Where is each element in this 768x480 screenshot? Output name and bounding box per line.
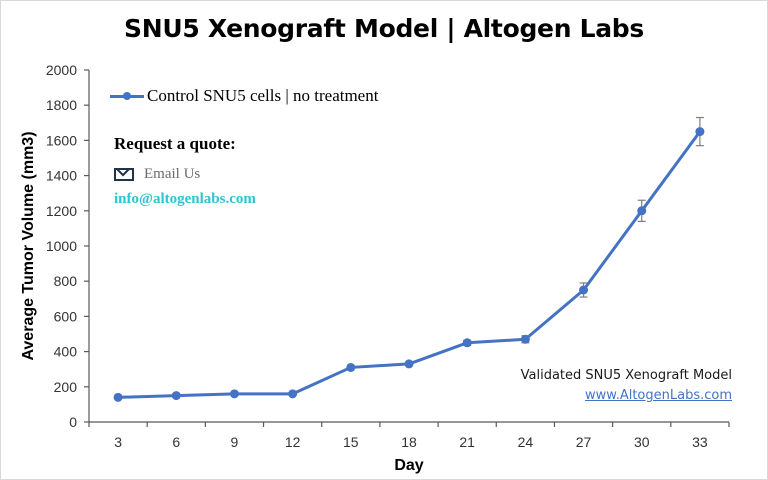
x-tick-label: 27	[576, 434, 592, 450]
data-point	[637, 206, 647, 216]
y-tick-label: 600	[54, 308, 78, 324]
validated-model-text: Validated SNU5 Xenograft Model	[520, 368, 732, 383]
x-tick-label: 24	[518, 434, 534, 450]
email-us-link[interactable]: Email Us	[114, 166, 200, 183]
website-link[interactable]: www.AltogenLabs.com	[584, 388, 732, 403]
data-point	[695, 127, 705, 137]
chart-title: SNU5 Xenograft Model | Altogen Labs	[124, 14, 644, 43]
x-tick-label: 21	[459, 434, 475, 450]
x-tick-label: 33	[692, 434, 708, 450]
y-tick-label: 0	[69, 414, 77, 430]
data-point	[579, 285, 589, 295]
x-axis-label: Day	[394, 457, 423, 474]
data-point	[229, 389, 239, 399]
x-tick-label: 9	[231, 434, 239, 450]
email-address-link[interactable]: info@altogenlabs.com	[114, 191, 256, 207]
data-point	[288, 389, 298, 399]
y-tick-label: 1200	[46, 203, 77, 219]
data-point	[462, 338, 472, 348]
data-point	[404, 359, 414, 369]
data-point	[171, 391, 181, 401]
x-tick-label: 12	[285, 434, 301, 450]
data-point	[113, 392, 123, 402]
x-tick-label: 15	[343, 434, 359, 450]
y-tick-label: 2000	[46, 62, 77, 78]
legend: Control SNU5 cells | no treatment	[110, 86, 378, 106]
x-tick-label: 3	[114, 434, 122, 450]
envelope-icon	[114, 168, 134, 181]
y-tick-label: 400	[54, 344, 78, 360]
y-tick-label: 200	[54, 379, 78, 395]
x-tick-label: 30	[634, 434, 650, 450]
y-tick-label: 800	[54, 273, 78, 289]
legend-label: Control SNU5 cells | no treatment	[147, 86, 379, 105]
data-point	[346, 362, 356, 372]
request-quote-heading: Request a quote:	[114, 134, 236, 153]
y-tick-label: 1600	[46, 132, 77, 148]
x-tick-label: 18	[401, 434, 417, 450]
email-us-label: Email Us	[144, 166, 201, 182]
legend-series-swatch	[110, 91, 144, 100]
y-tick-label: 1800	[46, 97, 77, 113]
x-tick-label: 6	[172, 434, 180, 450]
data-line	[118, 130, 702, 399]
y-tick-label: 1000	[46, 238, 77, 254]
data-point	[520, 334, 530, 344]
y-tick-label: 1400	[46, 168, 77, 184]
y-axis-label: Average Tumor Volume (mm3)	[20, 131, 37, 360]
